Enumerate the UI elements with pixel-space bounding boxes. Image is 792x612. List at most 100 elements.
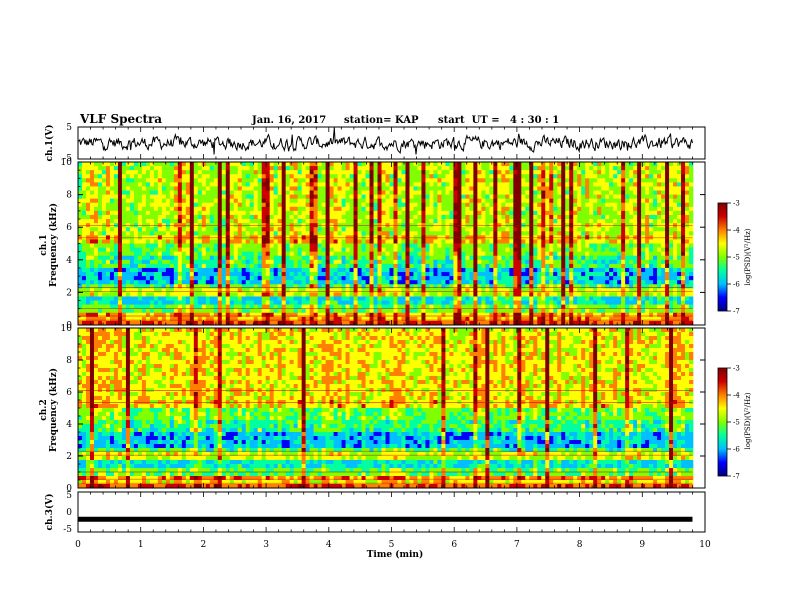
spectrogram-cell: [297, 280, 302, 285]
spectrogram-cell: [641, 170, 646, 175]
spectrogram-cell: [141, 202, 147, 208]
spectrogram-cell: [557, 210, 562, 216]
spectrogram-cell: [561, 276, 566, 281]
spectrogram-cell: [253, 276, 259, 281]
spectrogram-cell: [213, 239, 219, 244]
spectrogram-cell: [449, 214, 454, 220]
spectrogram-cell: [249, 194, 255, 199]
spectrogram-cell: [621, 272, 626, 277]
spectrogram-cell: [653, 263, 658, 269]
spectrogram-cell: [389, 182, 394, 187]
spectrogram-cell: [253, 227, 259, 232]
spectrogram-cell: [541, 198, 546, 204]
spectrogram-cell: [673, 166, 678, 171]
spectrogram-cell: [521, 186, 526, 191]
spectrogram-cell: [369, 190, 374, 195]
spectrogram-cell: [625, 198, 630, 204]
spectrogram-cell: [449, 284, 454, 289]
spectrogram-cell: [297, 276, 302, 281]
spectrogram-cell: [653, 247, 658, 252]
spectrogram-cell: [78, 174, 83, 179]
spectrogram-cell: [405, 198, 410, 204]
spectrogram-cell: [509, 174, 514, 179]
spectrogram-cell: [165, 206, 171, 212]
spectrogram-cell: [229, 239, 235, 244]
spectrogram-cell: [297, 251, 302, 257]
spectrogram-cell: [269, 186, 274, 191]
spectrogram-cell: [601, 206, 606, 212]
spectrogram-cell: [413, 263, 418, 269]
spectrogram-cell: [241, 190, 247, 195]
spectrogram-cell: [429, 276, 434, 281]
spectrogram-cell: [121, 259, 127, 265]
spectrogram-cell: [409, 162, 414, 167]
spectrogram-cell: [469, 219, 474, 224]
spectrogram-cell: [125, 166, 131, 171]
spectrogram-cell: [377, 255, 382, 261]
spectrogram-cell: [389, 178, 394, 183]
spectrogram-cell: [321, 259, 326, 265]
spectrogram-cell: [621, 186, 626, 191]
spectrogram-cell: [253, 202, 259, 208]
spectrogram-cell: [221, 214, 227, 220]
spectrogram-cell: [589, 170, 594, 175]
spectrogram-cell: [305, 288, 310, 293]
spectrogram-cell: [649, 284, 654, 289]
spectrogram-cell: [629, 227, 634, 232]
spectrogram-cell: [321, 239, 326, 244]
spectrogram-cell: [85, 186, 91, 191]
spectrogram-cell: [685, 202, 690, 208]
spectrogram-cell: [593, 280, 598, 285]
spectrogram-cell: [273, 259, 278, 265]
spectrogram-cell: [377, 170, 382, 175]
spectrogram-cell: [537, 247, 542, 252]
spectrogram-cell: [533, 259, 538, 265]
spectrogram-cell: [165, 267, 171, 273]
spectrogram-cell: [485, 194, 490, 199]
spectrogram-cell: [561, 263, 566, 269]
spectrogram-cell: [425, 272, 430, 277]
spectrogram-cell: [381, 259, 386, 265]
spectrogram-cell: [609, 276, 614, 281]
spectrogram-cell: [205, 170, 211, 175]
spectrogram-cell: [397, 239, 402, 244]
spectrogram-cell: [621, 243, 626, 248]
spectrogram-cell: [153, 186, 159, 191]
spectrogram-cell: [481, 162, 486, 167]
spectrogram-cell: [305, 198, 310, 204]
spectrogram-cell: [261, 202, 266, 208]
spectrogram-cell: [637, 178, 642, 183]
spectrogram-cell: [285, 166, 290, 171]
spectrogram-cell: [565, 186, 570, 191]
spectrogram-cell: [461, 170, 466, 175]
spectrogram-cell: [669, 255, 674, 261]
spectrogram-cell: [685, 210, 690, 216]
spectrogram-cell: [245, 288, 251, 293]
spectrogram-cell: [413, 255, 418, 261]
spectrogram-cell: [689, 267, 694, 273]
spectrogram-cell: [513, 243, 518, 248]
spectrogram-cell: [189, 219, 195, 224]
spectrogram-cell: [465, 259, 470, 265]
spectrogram-cell: [589, 210, 594, 216]
spectrogram-cell: [101, 280, 107, 285]
spectrogram-cell: [341, 239, 346, 244]
spectrogram-cell: [125, 284, 131, 289]
spectrogram-cell: [337, 259, 342, 265]
spectrogram-cell: [137, 251, 143, 257]
spectrogram-cell: [657, 243, 662, 248]
spectrogram-cell: [649, 190, 654, 195]
spectrogram-cell: [617, 219, 622, 224]
spectrogram-cell: [681, 259, 686, 265]
spectrogram-cell: [189, 280, 195, 285]
spectrogram-cell: [157, 210, 163, 216]
spectrogram-cell: [285, 231, 290, 236]
spectrogram-cell: [553, 267, 558, 273]
spectrogram-cell: [249, 272, 255, 277]
spectrogram-cell: [653, 272, 658, 277]
spectrogram-cell: [281, 210, 286, 216]
spectrogram-cell: [173, 259, 179, 265]
spectrogram-cell: [177, 206, 183, 212]
spectrogram-cell: [597, 170, 602, 175]
spectrogram-cell: [97, 202, 103, 208]
